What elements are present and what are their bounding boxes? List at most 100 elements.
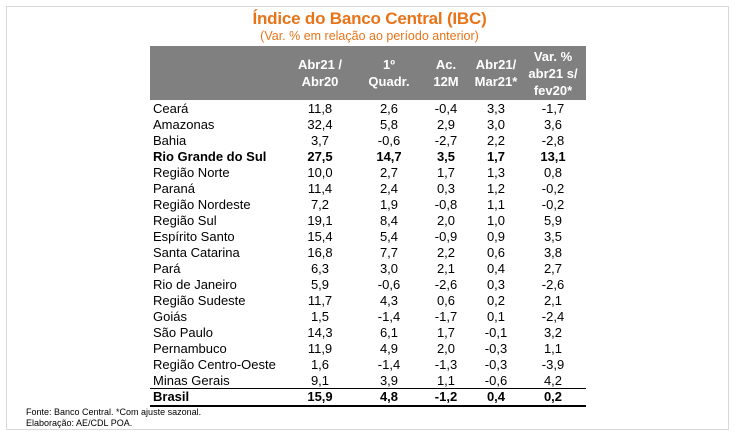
row-value: 11,7 — [307, 293, 333, 308]
row-value: 2,1 — [543, 293, 563, 308]
table-row: Pernambuco 11,9 4,9 2,0 -0,3 1,1 — [150, 341, 586, 357]
table-row: Rio Grande do Sul 27,5 14,7 3,5 1,7 13,1 — [150, 149, 586, 165]
row-value: 5,9 — [543, 213, 563, 228]
row-value: 2,4 — [379, 181, 399, 196]
row-value: 3,9 — [379, 373, 399, 388]
row-value: 3,2 — [543, 325, 563, 340]
total-rule-top — [150, 388, 586, 389]
row-value: -0,8 — [434, 197, 458, 212]
row-value: 2,7 — [379, 165, 399, 180]
table-row: Paraná 11,4 2,4 0,3 1,2 -0,2 — [150, 181, 586, 197]
col-header-var-abr21-fev20: Var. % abr21 s/ fev20* — [528, 48, 578, 98]
row-value: 0,6 — [486, 245, 506, 260]
row-value: 2,9 — [436, 117, 456, 132]
row-value: 1,6 — [310, 357, 330, 372]
row-value: 3,0 — [379, 261, 399, 276]
row-value: 27,5 — [307, 149, 333, 164]
row-label: São Paulo — [153, 325, 213, 340]
col-header-abr21-abr20: Abr21 / Abr20 — [297, 57, 343, 89]
row-value: 7,2 — [310, 197, 330, 212]
row-value: -2,6 — [434, 277, 458, 292]
row-value: -1,4 — [377, 309, 401, 324]
row-label: Espírito Santo — [153, 229, 235, 244]
row-value: 10,0 — [307, 165, 333, 180]
row-label: Região Norte — [153, 165, 230, 180]
table-header — [150, 46, 586, 100]
row-value: 3,0 — [486, 117, 506, 132]
row-value: -0,2 — [541, 181, 565, 196]
credit-note: Elaboração: AE/CDL POA. — [26, 418, 133, 428]
row-value: 11,8 — [307, 101, 333, 116]
row-label: Região Sudeste — [153, 293, 246, 308]
row-label: Ceará — [153, 101, 189, 116]
table-row: Região Norte 10,0 2,7 1,7 1,3 0,8 — [150, 165, 586, 181]
row-value: 2,7 — [543, 261, 563, 276]
row-value: -1,2 — [434, 389, 458, 404]
row-value: -2,7 — [434, 133, 458, 148]
row-value: 1,2 — [486, 181, 506, 196]
row-value: -0,2 — [541, 197, 565, 212]
table-row-total: Brasil 15,9 4,8 -1,2 0,4 0,2 — [150, 389, 586, 405]
row-value: 3,5 — [436, 149, 456, 164]
row-label: Goiás — [153, 309, 187, 324]
row-label: Paraná — [153, 181, 195, 196]
row-value: 2,0 — [436, 213, 456, 228]
row-value: 19,1 — [307, 213, 333, 228]
row-value: 5,8 — [379, 117, 399, 132]
table-row: Região Sudeste 11,7 4,3 0,6 0,2 2,1 — [150, 293, 586, 309]
row-label: Amazonas — [153, 117, 215, 132]
row-value: 0,8 — [543, 165, 563, 180]
row-label: Rio Grande do Sul — [153, 149, 267, 164]
row-value: 3,8 — [543, 245, 563, 260]
row-value: 1,7 — [486, 149, 506, 164]
row-value: 2,0 — [436, 341, 456, 356]
row-value: 3,3 — [486, 101, 506, 116]
row-value: 1,1 — [436, 373, 456, 388]
row-value: -2,4 — [541, 309, 565, 324]
row-label: Bahia — [153, 133, 187, 148]
table-row: Espírito Santo 15,4 5,4 -0,9 0,9 3,5 — [150, 229, 586, 245]
row-label: Pará — [153, 261, 181, 276]
table-row: Região Centro-Oeste 1,6 -1,4 -1,3 -0,3 -3,9 — [150, 357, 586, 373]
row-value: 11,4 — [307, 181, 333, 196]
row-value: -2,6 — [541, 277, 565, 292]
row-value: 4,2 — [543, 373, 563, 388]
row-label: Brasil — [153, 389, 190, 404]
row-value: 4,3 — [379, 293, 399, 308]
table-row: Bahia 3,7 -0,6 -2,7 2,2 -2,8 — [150, 133, 586, 149]
row-label: Região Centro-Oeste — [153, 357, 276, 372]
row-value: 2,2 — [486, 133, 506, 148]
row-label: Região Nordeste — [153, 197, 251, 212]
table-title: Índice do Banco Central (IBC) — [252, 9, 487, 28]
row-value: 14,7 — [376, 149, 402, 164]
row-value: -0,4 — [434, 101, 458, 116]
row-value: 7,7 — [379, 245, 399, 260]
row-value: -0,1 — [484, 325, 508, 340]
row-value: 0,4 — [486, 261, 506, 276]
row-value: -1,4 — [377, 357, 401, 372]
row-value: 1,3 — [486, 165, 506, 180]
row-value: 0,9 — [486, 229, 506, 244]
row-value: 1,1 — [543, 341, 563, 356]
row-value: -1,7 — [541, 101, 565, 116]
col-header-ac-12m: Ac. 12M — [433, 57, 459, 89]
row-value: 3,6 — [543, 117, 563, 132]
total-rule-bottom — [150, 405, 586, 407]
row-value: 16,8 — [307, 245, 333, 260]
row-value: -2,8 — [541, 133, 565, 148]
row-value: -3,9 — [541, 357, 565, 372]
row-label: Santa Catarina — [153, 245, 240, 260]
row-value: -0,6 — [377, 277, 401, 292]
col-header-abr21-mar21: Abr21/ Mar21* — [474, 57, 518, 89]
table-row: Minas Gerais 9,1 3,9 1,1 -0,6 4,2 — [150, 373, 586, 389]
row-value: 6,3 — [310, 261, 330, 276]
table-row: Santa Catarina 16,8 7,7 2,2 0,6 3,8 — [150, 245, 586, 261]
row-value: 0,1 — [486, 309, 506, 324]
table-subtitle: (Var. % em relação ao período anterior) — [260, 29, 479, 43]
row-value: 1,5 — [310, 309, 330, 324]
row-label: Rio de Janeiro — [153, 277, 237, 292]
row-value: 3,7 — [310, 133, 330, 148]
row-value: 1,7 — [436, 165, 456, 180]
row-value: -0,6 — [377, 133, 401, 148]
row-value: 13,1 — [540, 149, 566, 164]
